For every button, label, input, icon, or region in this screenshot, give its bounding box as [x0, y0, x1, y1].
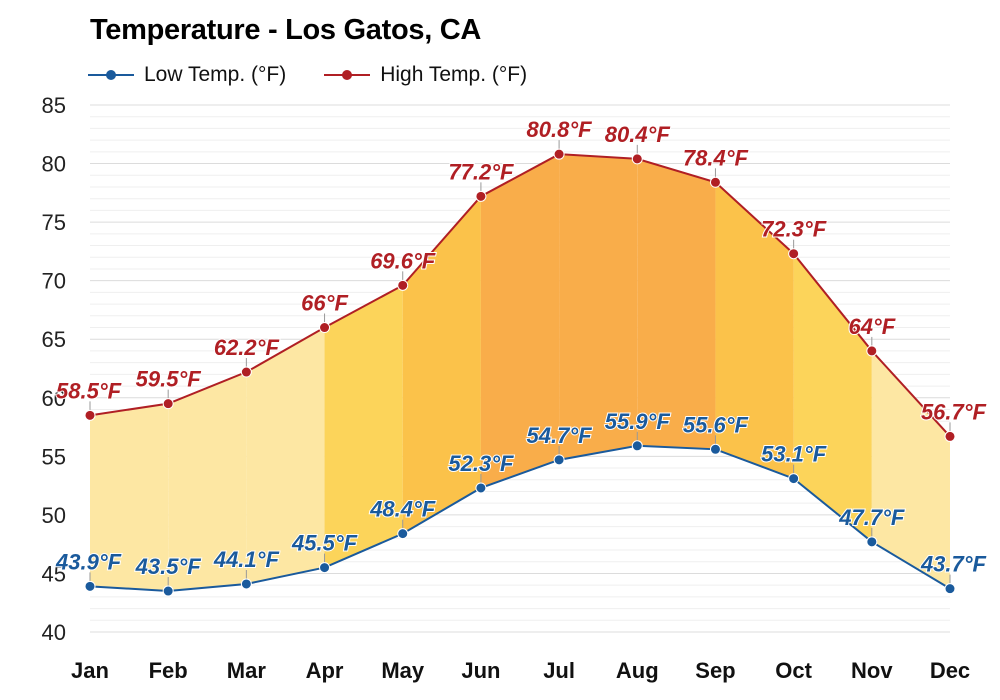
x-tick-label-aug: Aug: [616, 658, 659, 683]
low-value-label: 45.5°F: [291, 531, 358, 556]
x-tick-label-apr: Apr: [306, 658, 344, 683]
high-point-sep[interactable]: [709, 176, 721, 188]
x-tick-label-jun: Jun: [461, 658, 500, 683]
low-point-dec[interactable]: [944, 583, 956, 595]
low-point-oct[interactable]: [788, 473, 800, 485]
x-tick-label-nov: Nov: [851, 658, 893, 683]
high-point-dec[interactable]: [944, 430, 956, 442]
high-point-aug[interactable]: [631, 153, 643, 165]
range-fill: [90, 154, 950, 592]
range-band-oct: [793, 253, 872, 542]
low-value-label: 43.7°F: [920, 552, 987, 577]
y-tick-label: 70: [42, 269, 66, 294]
legend-low-label: Low Temp. (°F): [144, 63, 287, 86]
high-value-label: 58.5°F: [56, 378, 122, 403]
high-value-label: 78.4°F: [683, 145, 749, 170]
low-value-label: 55.6°F: [683, 412, 749, 437]
x-tick-label-jul: Jul: [543, 658, 575, 683]
high-value-label: 80.4°F: [605, 122, 671, 147]
high-point-jan[interactable]: [84, 409, 96, 421]
x-tick-label-jan: Jan: [71, 658, 109, 683]
y-axis-ticks: 85 80 75 70 65 60 55 50 45 40: [42, 93, 66, 645]
data-points: [84, 140, 956, 597]
low-point-aug[interactable]: [631, 440, 643, 452]
low-value-label: 43.5°F: [135, 554, 202, 579]
chart-title: Temperature - Los Gatos, CA: [90, 14, 481, 46]
range-band-mar: [246, 327, 325, 584]
high-temp-line: [89, 153, 951, 438]
high-value-label: 56.7°F: [921, 399, 987, 424]
legend-item-high[interactable]: High Temp. (°F): [324, 63, 527, 87]
range-band-jun: [480, 154, 560, 488]
series-lines: [89, 153, 951, 593]
high-point-oct[interactable]: [788, 248, 800, 260]
high-value-label: 62.2°F: [214, 335, 280, 360]
high-point-apr[interactable]: [319, 322, 331, 334]
legend-item-low[interactable]: Low Temp. (°F): [88, 63, 286, 87]
high-value-label: 77.2°F: [448, 159, 514, 184]
range-band-apr: [324, 285, 403, 568]
x-tick-label-dec: Dec: [930, 658, 970, 683]
y-tick-label: 50: [42, 503, 66, 528]
y-tick-label: 55: [42, 444, 66, 469]
range-band-jan: [90, 403, 169, 592]
range-band-feb: [168, 372, 247, 592]
high-value-label: 80.8°F: [527, 117, 593, 142]
high-point-jun[interactable]: [475, 190, 487, 202]
range-band-nov: [871, 350, 950, 589]
low-value-label: 52.3°F: [448, 451, 514, 476]
y-tick-label: 40: [42, 620, 66, 645]
low-point-may[interactable]: [397, 528, 409, 540]
high-value-label: 72.3°F: [761, 217, 827, 242]
high-point-feb[interactable]: [162, 398, 174, 410]
low-value-label: 48.4°F: [369, 497, 436, 522]
range-band-sep: [715, 182, 794, 479]
low-point-jun[interactable]: [475, 482, 487, 494]
low-point-feb[interactable]: [162, 585, 174, 597]
high-value-label: 59.5°F: [136, 367, 202, 392]
data-labels: 58.5°F 59.5°F 62.2°F 66°F 69.6°F 77.2°F 80.8°F…: [54, 116, 988, 580]
y-tick-label: 65: [42, 327, 66, 352]
y-tick-label: 75: [42, 210, 66, 235]
low-point-jan[interactable]: [84, 580, 96, 592]
x-tick-label-sep: Sep: [695, 658, 735, 683]
range-band-may: [402, 196, 481, 534]
high-point-mar[interactable]: [240, 366, 252, 378]
low-temp-line: [89, 444, 951, 593]
y-tick-label: 85: [42, 93, 66, 118]
high-point-jul[interactable]: [553, 148, 565, 160]
low-point-mar[interactable]: [240, 578, 252, 590]
low-point-jul[interactable]: [553, 454, 565, 466]
low-point-sep[interactable]: [709, 443, 721, 455]
x-tick-label-may: May: [381, 658, 425, 683]
low-point-nov[interactable]: [866, 536, 878, 548]
y-tick-label: 45: [42, 561, 66, 586]
legend-low-marker-icon: [88, 66, 134, 84]
low-value-label: 44.1°F: [213, 547, 280, 572]
high-value-label: 69.6°F: [370, 248, 436, 273]
low-value-label: 43.9°F: [55, 549, 122, 574]
legend-high-label: High Temp. (°F): [380, 63, 528, 86]
high-point-may[interactable]: [397, 279, 409, 291]
range-band-aug: [637, 158, 716, 450]
low-point-apr[interactable]: [319, 562, 331, 574]
y-tick-label: 80: [42, 152, 66, 177]
high-value-label: 66°F: [301, 291, 348, 316]
range-band-jul: [559, 154, 638, 460]
x-tick-label-oct: Oct: [775, 658, 812, 683]
low-value-label: 53.1°F: [761, 442, 827, 467]
x-tick-label-mar: Mar: [227, 658, 267, 683]
y-tick-label: 60: [42, 386, 66, 411]
low-value-label: 47.7°F: [838, 505, 905, 530]
low-value-label: 54.7°F: [527, 423, 593, 448]
legend: Low Temp. (°F) High Temp. (°F): [88, 60, 565, 90]
x-axis-ticks: Jan Feb Mar Apr May Jun Jul Aug Sep Oct Nov Dec: [71, 658, 970, 683]
legend-high-marker-icon: [324, 66, 371, 84]
x-tick-label-feb: Feb: [149, 658, 188, 683]
high-point-nov[interactable]: [866, 345, 878, 357]
low-value-label: 55.9°F: [605, 409, 671, 434]
high-value-label: 64°F: [848, 314, 895, 339]
